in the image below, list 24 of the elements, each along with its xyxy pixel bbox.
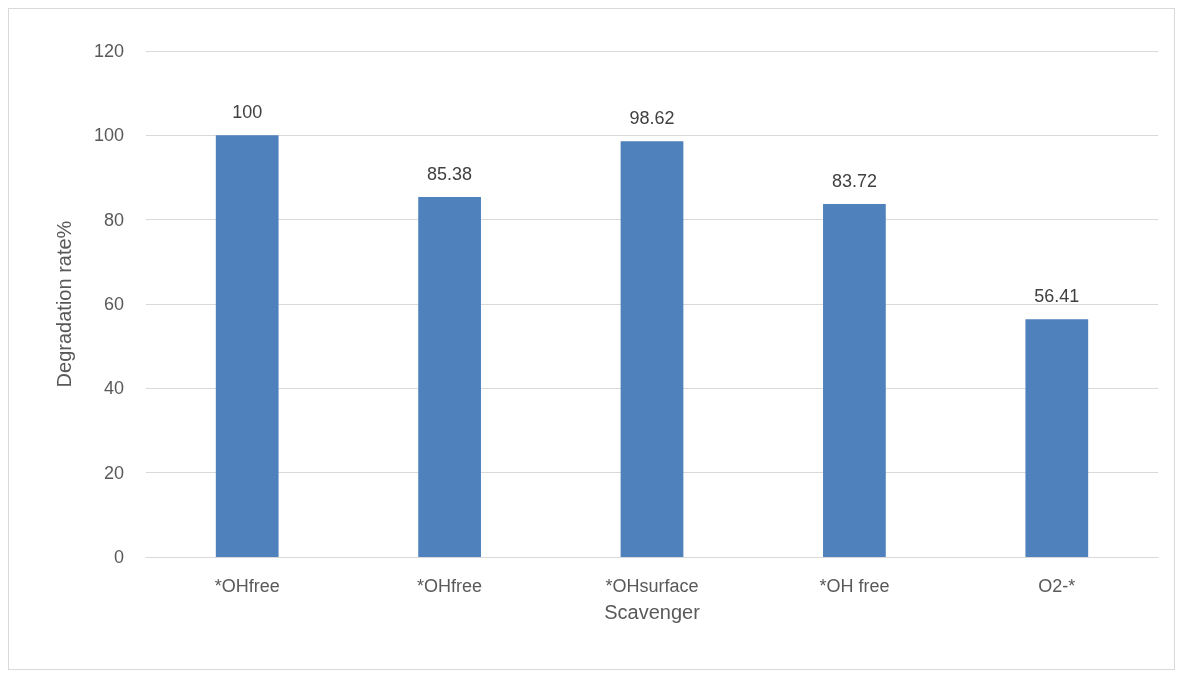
x-tick-label: *OHsurface	[605, 576, 699, 596]
x-tick-label: O2-*	[1038, 576, 1076, 596]
data-label: 98.62	[629, 108, 675, 129]
y-axis-title: Degradation rate%	[53, 220, 75, 388]
bar	[620, 141, 684, 557]
x-tick-label: *OHfree	[214, 576, 280, 596]
x-tick-label: *OH free	[819, 576, 890, 596]
x-tick-label: *OHfree	[417, 576, 483, 596]
bar	[418, 196, 481, 557]
data-label: 56.41	[1034, 286, 1080, 307]
data-label: 85.38	[427, 163, 473, 184]
y-tick-label: 100	[93, 125, 124, 146]
y-tick-label: 40	[103, 378, 124, 399]
bar	[823, 203, 886, 557]
y-tick-label: 80	[103, 209, 124, 230]
y-tick-label: 60	[103, 294, 124, 314]
bar	[1025, 319, 1089, 557]
data-label: 100	[232, 102, 263, 123]
y-tick-label: 0	[113, 547, 124, 567]
y-tick-label: 20	[103, 462, 124, 483]
x-axis-title: Scavenger	[604, 601, 701, 623]
y-tick-label: 120	[93, 41, 124, 61]
data-label: 83.72	[831, 170, 877, 191]
bar	[215, 135, 279, 557]
